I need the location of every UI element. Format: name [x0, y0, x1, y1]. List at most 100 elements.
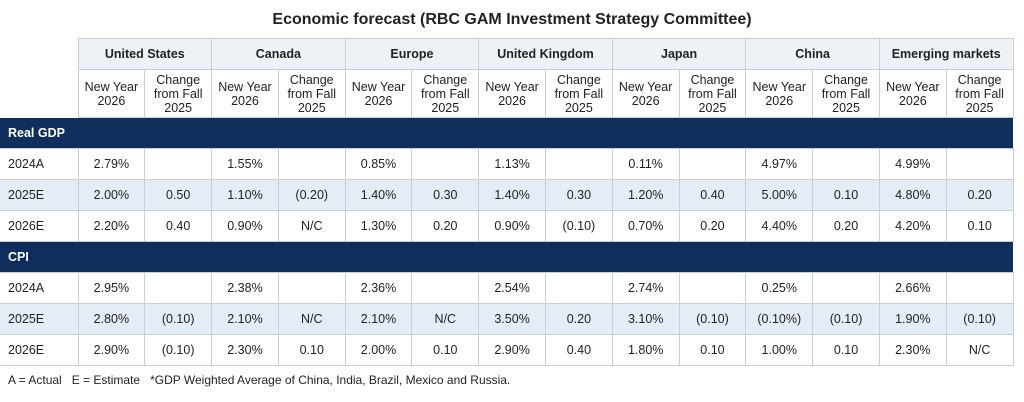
sub-header: Change from Fall 2025	[945, 69, 1014, 118]
cell: 2.10%	[344, 303, 413, 335]
cell: 1.13%	[478, 148, 546, 180]
cell: 1.10%	[211, 179, 279, 211]
cell: 1.55%	[211, 148, 279, 180]
cell: 0.10	[812, 179, 880, 211]
cell: 0.10	[678, 334, 747, 366]
footnotes: A = Actual E = Estimate *GDP Weighted Aver…	[8, 373, 520, 387]
cell: 2.95%	[77, 272, 146, 304]
cell	[144, 272, 213, 304]
cell: 2.20%	[77, 210, 146, 242]
sub-header: New Year 2026	[344, 69, 413, 118]
cell: 0.50	[144, 179, 213, 211]
section-title: CPI	[0, 241, 1014, 273]
data-row: 2026E 2.90% (0.10) 2.30% 0.10 2.00% 0.10 2.90% 0…	[0, 334, 1014, 366]
cell	[411, 272, 480, 304]
cell: 2.54%	[478, 272, 546, 304]
cell: 3.50%	[478, 303, 546, 335]
cell	[812, 272, 880, 304]
sub-header: New Year 2026	[211, 69, 279, 118]
cell: 1.20%	[611, 179, 680, 211]
row-label: 2026E	[0, 210, 79, 242]
footnote: A = Actual	[8, 373, 62, 387]
section-title: Real GDP	[0, 117, 1014, 149]
section-row: Real GDP	[0, 117, 1014, 149]
cell	[678, 272, 747, 304]
cell: 1.40%	[478, 179, 546, 211]
cell: 2.10%	[211, 303, 279, 335]
country-header: Europe	[344, 38, 480, 70]
cell: 0.11%	[611, 148, 680, 180]
country-header: United Kingdom	[478, 38, 613, 70]
corner	[0, 38, 79, 118]
sub-header: Change from Fall 2025	[411, 69, 480, 118]
cell: 0.30	[544, 179, 613, 211]
data-row: 2025E 2.00% 0.50 1.10% (0.20) 1.40% 0.30 1.40% 0…	[0, 179, 1014, 211]
cell	[945, 272, 1014, 304]
country-header: Canada	[211, 38, 346, 70]
data-row: 2024A 2.79% 1.55% 0.85% 1.13% 0.11% 4.97% 4.99%	[0, 148, 1014, 180]
cell: 0.20	[411, 210, 480, 242]
cell: N/C	[945, 334, 1014, 366]
sub-header: Change from Fall 2025	[544, 69, 613, 118]
cell: 0.40	[678, 179, 747, 211]
cell: 0.20	[945, 179, 1014, 211]
title: Economic forecast (RBC GAM Investment St…	[272, 11, 752, 28]
cell: 2.90%	[77, 334, 146, 366]
cell: 2.74%	[611, 272, 680, 304]
country-header: United States	[77, 38, 213, 70]
section-row: CPI	[0, 241, 1014, 273]
row-label: 2026E	[0, 334, 79, 366]
cell: 0.20	[544, 303, 613, 335]
cell: 2.30%	[211, 334, 279, 366]
cell: 0.10	[277, 334, 346, 366]
cell	[277, 148, 346, 180]
cell: 4.99%	[878, 148, 947, 180]
country-header: China	[745, 38, 880, 70]
cell: N/C	[277, 303, 346, 335]
cell: 4.20%	[878, 210, 947, 242]
cell: 2.90%	[478, 334, 546, 366]
cell: 0.20	[812, 210, 880, 242]
row-label: 2025E	[0, 303, 79, 335]
cell: 2.38%	[211, 272, 279, 304]
row-label: 2024A	[0, 148, 79, 180]
cell: 0.70%	[611, 210, 680, 242]
data-row: 2026E 2.20% 0.40 0.90% N/C 1.30% 0.20 0.90% (0.1…	[0, 210, 1014, 242]
cell: 2.79%	[77, 148, 146, 180]
cell: (0.10)	[945, 303, 1014, 335]
cell: 1.00%	[745, 334, 814, 366]
footnote: *GDP Weighted Average of China, India, B…	[150, 373, 511, 387]
country-header: Japan	[611, 38, 747, 70]
cell	[812, 148, 880, 180]
data-row: 2025E 2.80% (0.10) 2.10% N/C 2.10% N/C 3.50% 0.2…	[0, 303, 1014, 335]
cell: 1.90%	[878, 303, 947, 335]
cell: 2.00%	[77, 179, 146, 211]
cell	[678, 148, 747, 180]
cell: N/C	[411, 303, 480, 335]
cell: 0.10	[411, 334, 480, 366]
cell: 0.40	[144, 210, 213, 242]
cell: 0.90%	[478, 210, 546, 242]
cell: 2.36%	[344, 272, 413, 304]
cell: (0.10)	[544, 210, 613, 242]
sub-header: New Year 2026	[878, 69, 947, 118]
cell: (0.10%)	[745, 303, 814, 335]
cell: 4.40%	[745, 210, 814, 242]
cell	[411, 148, 480, 180]
cell: 1.30%	[344, 210, 413, 242]
cell: 0.25%	[745, 272, 814, 304]
data-row: 2024A 2.95% 2.38% 2.36% 2.54% 2.74% 0.25% 2.66%	[0, 272, 1014, 304]
cell: (0.10)	[144, 303, 213, 335]
cell: 1.40%	[344, 179, 413, 211]
cell: 2.66%	[878, 272, 947, 304]
sub-header: Change from Fall 2025	[812, 69, 880, 118]
row-label: 2024A	[0, 272, 79, 304]
cell	[277, 272, 346, 304]
cell: 0.30	[411, 179, 480, 211]
cell	[945, 148, 1014, 180]
cell: (0.20)	[277, 179, 346, 211]
cell: 0.10	[945, 210, 1014, 242]
cell	[144, 148, 213, 180]
sub-header: New Year 2026	[77, 69, 146, 118]
